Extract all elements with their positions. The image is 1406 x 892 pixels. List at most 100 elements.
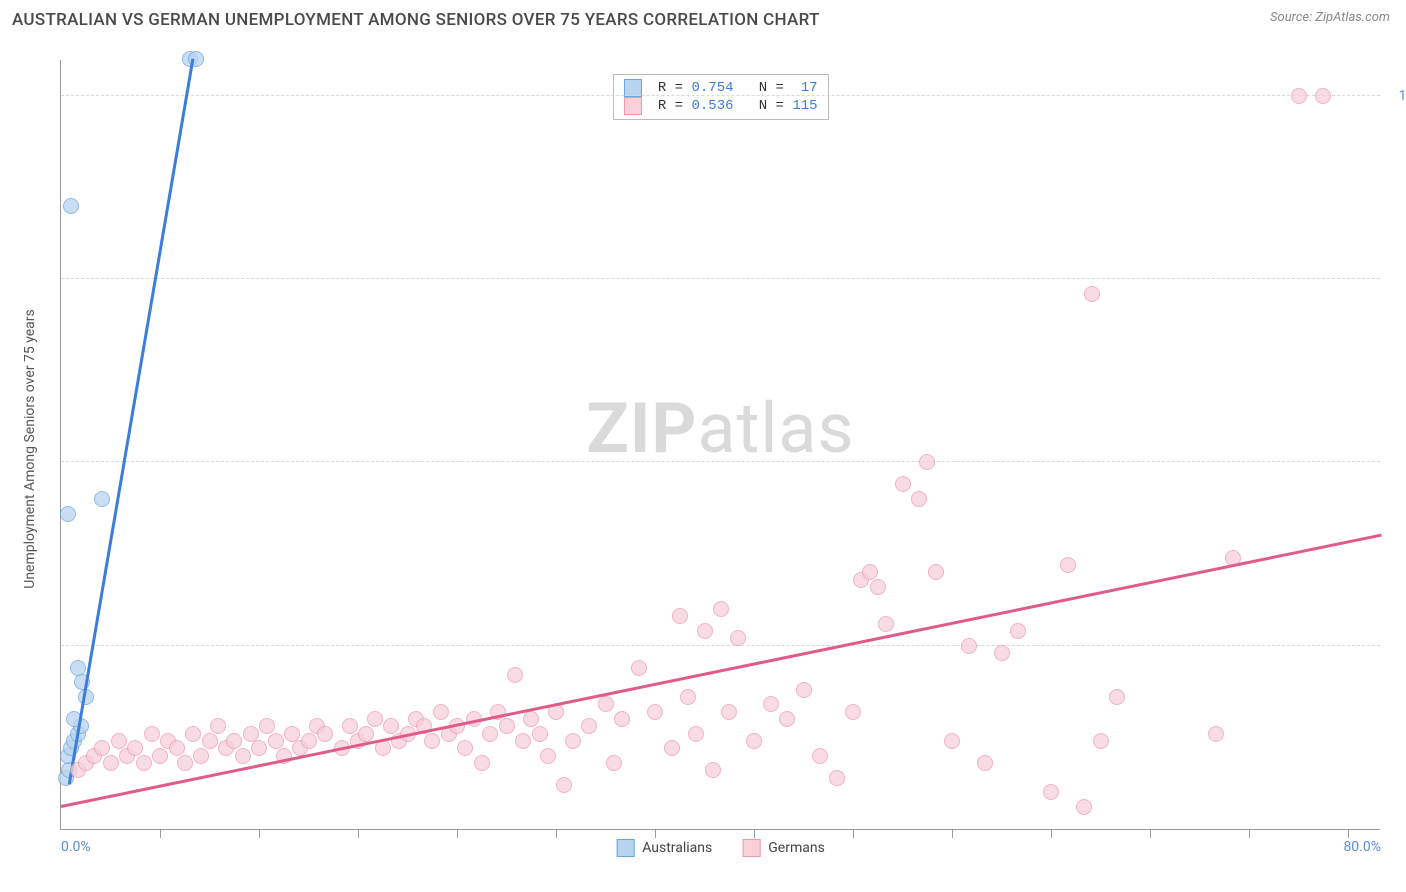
gridline — [61, 278, 1380, 279]
data-point — [457, 740, 473, 756]
x-tick — [1051, 829, 1052, 838]
data-point — [994, 645, 1010, 661]
data-point — [375, 740, 391, 756]
x-tick — [259, 829, 260, 838]
x-tick — [952, 829, 953, 838]
data-point — [1208, 726, 1224, 742]
data-point — [499, 718, 515, 734]
data-point — [523, 711, 539, 727]
data-point — [779, 711, 795, 727]
data-point — [1315, 88, 1331, 104]
data-point — [358, 726, 374, 742]
data-point — [152, 748, 168, 764]
data-point — [581, 718, 597, 734]
data-point — [367, 711, 383, 727]
correlation-legend: R = 0.754 N = 17 R = 0.536 N = 115 — [612, 74, 828, 120]
data-point — [845, 704, 861, 720]
legend-stat-text: R = 0.536 N = 115 — [649, 98, 817, 114]
data-point — [193, 748, 209, 764]
data-point — [474, 755, 490, 771]
data-point — [763, 696, 779, 712]
data-point — [1076, 799, 1092, 815]
data-point — [870, 579, 886, 595]
data-point — [251, 740, 267, 756]
x-tick — [1150, 829, 1151, 838]
data-point — [111, 733, 127, 749]
data-point — [136, 755, 152, 771]
data-point — [1093, 733, 1109, 749]
data-point — [301, 733, 317, 749]
data-point — [829, 770, 845, 786]
data-point — [1060, 557, 1076, 573]
watermark: ZIPatlas — [586, 388, 854, 470]
chart-container: Unemployment Among Seniors over 75 years… — [36, 46, 1394, 852]
data-point — [721, 704, 737, 720]
data-point — [94, 491, 110, 507]
data-point — [103, 755, 119, 771]
data-point — [928, 564, 944, 580]
data-point — [614, 711, 630, 727]
y-axis-label: Unemployment Among Seniors over 75 years — [22, 309, 38, 589]
legend-label: Germans — [768, 840, 825, 856]
series-legend: Australians Germans — [616, 839, 825, 857]
data-point — [259, 718, 275, 734]
legend-stat-row: R = 0.536 N = 115 — [623, 97, 817, 115]
legend-stat-text: R = 0.754 N = 17 — [649, 80, 817, 96]
data-point — [664, 740, 680, 756]
gridline — [61, 645, 1380, 646]
data-point — [317, 726, 333, 742]
data-point — [796, 682, 812, 698]
data-point — [433, 704, 449, 720]
data-point — [210, 718, 226, 734]
x-tick — [1249, 829, 1250, 838]
data-point — [507, 667, 523, 683]
data-point — [1084, 286, 1100, 302]
data-point — [342, 718, 358, 734]
data-point — [961, 638, 977, 654]
x-tick — [655, 829, 656, 838]
data-point — [60, 506, 76, 522]
data-point — [919, 454, 935, 470]
trend-line — [61, 533, 1381, 807]
data-point — [127, 740, 143, 756]
x-tick-label: 80.0% — [1343, 839, 1381, 855]
data-point — [1010, 623, 1026, 639]
data-point — [144, 726, 160, 742]
data-point — [680, 689, 696, 705]
plot-area: ZIPatlas R = 0.754 N = 17 R = 0.536 N = … — [60, 60, 1380, 830]
x-tick-label: 0.0% — [61, 839, 91, 855]
data-point — [532, 726, 548, 742]
data-point — [515, 733, 531, 749]
data-point — [268, 733, 284, 749]
legend-swatch — [742, 839, 760, 857]
legend-label: Australians — [642, 840, 712, 856]
x-tick — [853, 829, 854, 838]
data-point — [730, 630, 746, 646]
data-point — [540, 748, 556, 764]
gridline — [61, 95, 1380, 96]
data-point — [284, 726, 300, 742]
data-point — [977, 755, 993, 771]
data-point — [1043, 784, 1059, 800]
data-point — [746, 733, 762, 749]
data-point — [878, 616, 894, 632]
data-point — [94, 740, 110, 756]
data-point — [556, 777, 572, 793]
data-point — [1291, 88, 1307, 104]
data-point — [565, 733, 581, 749]
data-point — [185, 726, 201, 742]
chart-title: AUSTRALIAN VS GERMAN UNEMPLOYMENT AMONG … — [12, 10, 820, 30]
data-point — [672, 608, 688, 624]
data-point — [911, 491, 927, 507]
data-point — [688, 726, 704, 742]
legend-item: Australians — [616, 839, 712, 857]
data-point — [235, 748, 251, 764]
x-tick — [457, 829, 458, 838]
data-point — [177, 755, 193, 771]
data-point — [70, 660, 86, 676]
data-point — [63, 198, 79, 214]
data-point — [383, 718, 399, 734]
data-point — [862, 564, 878, 580]
data-point — [1109, 689, 1125, 705]
data-point — [598, 696, 614, 712]
